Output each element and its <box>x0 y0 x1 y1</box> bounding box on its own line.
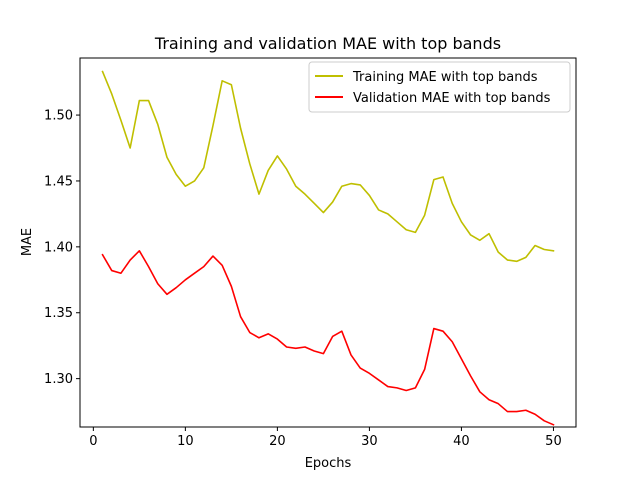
y-tick-label: 1.45 <box>44 174 73 189</box>
x-axis: 0 10 20 30 40 50 <box>89 427 562 449</box>
legend-label-validation: Validation MAE with top bands <box>353 91 551 106</box>
y-tick-label: 1.30 <box>44 372 73 387</box>
x-tick-label: 40 <box>453 434 470 449</box>
y-tick-label: 1.40 <box>44 240 73 255</box>
plot-frame <box>79 57 577 428</box>
series-line-0 <box>101 70 555 263</box>
y-tick-label: 1.50 <box>44 109 73 124</box>
legend-frame <box>308 61 571 113</box>
legend: Training MAE with top bands Validation M… <box>308 61 571 113</box>
series-layer <box>101 70 555 426</box>
x-tick-label: 10 <box>177 434 194 449</box>
x-tick-label: 30 <box>361 434 378 449</box>
y-tick-label: 1.35 <box>44 306 73 321</box>
series-line-1 <box>101 250 555 426</box>
chart-title: Training and validation MAE with top ban… <box>154 34 501 53</box>
x-tick-label: 20 <box>269 434 286 449</box>
y-axis-label: MAE <box>20 228 35 256</box>
x-axis-label: Epochs <box>305 456 352 471</box>
x-tick-label: 0 <box>89 434 97 449</box>
y-axis: 1.30 1.35 1.40 1.45 1.50 <box>44 109 80 387</box>
x-tick-label: 50 <box>545 434 562 449</box>
legend-label-training: Training MAE with top bands <box>352 70 538 85</box>
